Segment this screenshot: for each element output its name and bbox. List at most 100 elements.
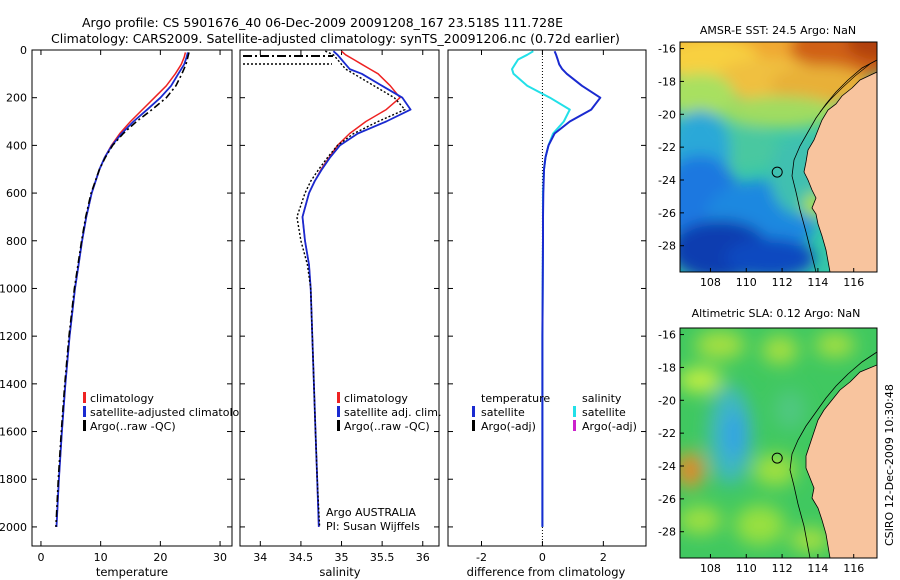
- legend-text-temperature-argo: Argo(-adj): [481, 420, 536, 433]
- sst-map-ticks: 108 110 112 114 116 -16 -18 -20 -22 -24 -26 -28: [658, 43, 864, 289]
- temperature-series: [55, 52, 190, 527]
- side-timestamp-label: CSIRO 12-Dec-2009 10:30:48: [883, 384, 896, 546]
- difference-xtick-label: -2: [476, 551, 487, 564]
- legend-marker-temperature-satellite: [472, 406, 475, 417]
- legend-marker-temperature-argo: [472, 420, 475, 431]
- sst-map-ytick-label: -28: [658, 240, 676, 253]
- temperature-xlabel: temperature: [96, 565, 168, 579]
- legend-marker-argo: [337, 420, 340, 431]
- legend-marker-satellite: [83, 406, 86, 417]
- sla-map-panel: Altimetric SLA: 0.12 Argo: NaN: [658, 307, 878, 575]
- depth-tick-label: 1200: [0, 330, 27, 343]
- depth-tick-label: 1800: [0, 473, 27, 486]
- temperature-ticks: 0 10 20 30 0 200 400 600 800 1000 1200 1400 1600 1800…: [0, 44, 232, 564]
- sla-map-ytick-label: -22: [658, 427, 676, 440]
- sla-map-title: Altimetric SLA: 0.12 Argo: NaN: [692, 307, 861, 320]
- legend-marker-climatology: [83, 392, 86, 403]
- legend-marker-salinity-satellite: [573, 406, 576, 417]
- sst-map-frame: [679, 41, 878, 273]
- salinity-annotation-line2: PI: Susan Wijffels: [326, 520, 420, 533]
- legend-text-climatology: climatology: [344, 392, 408, 405]
- sla-land: [805, 364, 877, 558]
- depth-tick-label: 600: [6, 187, 27, 200]
- legend-text-salinity-satellite: satellite: [582, 406, 626, 419]
- difference-legend: temperature salinity satellite Argo(-adj…: [472, 392, 637, 433]
- sst-map-ytick-label: -24: [658, 174, 676, 187]
- sla-shelf-contour: [789, 351, 877, 558]
- legend-text-satellite: satellite adj. clim.: [344, 406, 441, 419]
- legend-text-salinity-argo: Argo(-adj): [582, 420, 637, 433]
- sst-map-panel: AMSR-E SST: 24.5 Argo: NaN: [658, 24, 878, 289]
- temperature-panel: 0 10 20 30 0 200 400 600 800 1000 1200 1400 1600 1800…: [0, 44, 253, 579]
- sst-argo-position-marker: [771, 166, 783, 178]
- sla-map-ytick-label: -24: [658, 460, 676, 473]
- salinity-xtick-label: 35.5: [370, 551, 395, 564]
- legend-text-climatology: climatology: [90, 392, 154, 405]
- difference-axes-frame: [447, 49, 647, 547]
- legend-marker-argo: [83, 420, 86, 431]
- legend-marker-satellite: [337, 406, 340, 417]
- salinity-axes-frame: [239, 49, 440, 547]
- sla-map-frame: [679, 327, 878, 559]
- sla-map-xtick-label: 108: [700, 562, 721, 575]
- figure-title-line1: Argo profile: CS 5901676_40 06-Dec-2009 …: [82, 15, 563, 30]
- sst-field: [680, 42, 877, 272]
- legend-text-argo: Argo(..raw -QC): [344, 420, 430, 433]
- difference-xtick-label: 2: [600, 551, 607, 564]
- sst-map-xtick-label: 110: [736, 276, 757, 289]
- salinity-xtick-label: 34: [253, 551, 267, 564]
- sst-map-ytick-label: -16: [658, 43, 676, 56]
- salinity-panel: 34 34.5 35 35.5 36 salinity climatology sate…: [239, 49, 441, 579]
- salinity-xlabel: salinity: [319, 565, 360, 579]
- sst-map-xtick-label: 108: [700, 276, 721, 289]
- temperature-xtick-label: 20: [153, 551, 167, 564]
- salinity-xtick-label: 36: [416, 551, 430, 564]
- temperature-axes-frame: [31, 49, 233, 547]
- depth-tick-label: 1000: [0, 282, 27, 295]
- temperature-xtick-label: 10: [94, 551, 108, 564]
- figure-title-line2: Climatology: CARS2009. Satellite-adjuste…: [51, 31, 620, 46]
- sst-map-title: AMSR-E SST: 24.5 Argo: NaN: [700, 24, 856, 37]
- sst-map-xtick-label: 116: [843, 276, 864, 289]
- sla-map-ytick-label: -26: [658, 493, 676, 506]
- legend-text-satellite: satellite-adjusted climatology: [90, 406, 253, 419]
- difference-xtick-label: 0: [539, 551, 546, 564]
- temperature-xtick-label: 30: [213, 551, 227, 564]
- salinity-xtick-label: 35: [335, 551, 349, 564]
- sst-map-xtick-label: 114: [807, 276, 828, 289]
- difference-panel: -2 0 2 difference from climatology tempera…: [447, 49, 647, 579]
- sst-map-xtick-label: 112: [772, 276, 793, 289]
- sst-shelf-contour-2: [819, 63, 871, 113]
- depth-tick-label: 200: [6, 92, 27, 105]
- legend-title-temperature: temperature: [481, 392, 550, 405]
- sla-map-xtick-label: 114: [807, 562, 828, 575]
- depth-tick-label: 1600: [0, 426, 27, 439]
- salinity-series: [296, 50, 412, 527]
- sst-map-ytick-label: -22: [658, 141, 676, 154]
- sla-map-ytick-label: -28: [658, 526, 676, 539]
- sst-map-ytick-label: -26: [658, 207, 676, 220]
- difference-ticks: -2 0 2: [448, 49, 646, 564]
- salinity-annotation-line1: Argo AUSTRALIA: [326, 506, 416, 519]
- legend-marker-salinity-argo: [573, 420, 576, 431]
- depth-tick-label: 2000: [0, 521, 27, 534]
- sst-map-ytick-label: -18: [658, 75, 676, 88]
- temperature-satellite-line: [55, 52, 189, 527]
- sla-map-ytick-label: -20: [658, 394, 676, 407]
- sla-map-xtick-label: 112: [772, 562, 793, 575]
- depth-tick-label: 800: [6, 235, 27, 248]
- temperature-legend: climatology satellite-adjusted climatolo…: [83, 392, 253, 433]
- temperature-xtick-label: 0: [37, 551, 44, 564]
- difference-temperature-satellite-line: [541, 50, 602, 527]
- sla-argo-position-marker: [771, 452, 783, 464]
- depth-tick-label: 400: [6, 139, 27, 152]
- depth-tick-label: 0: [20, 44, 27, 57]
- sst-map-ytick-label: -20: [658, 108, 676, 121]
- salinity-legend: climatology satellite adj. clim. Argo(..…: [337, 392, 441, 433]
- legend-text-argo: Argo(..raw -QC): [90, 420, 176, 433]
- sla-map-ticks: 108 110 112 114 116 -16 -18 -20 -22 -24 -26 -28: [658, 329, 864, 575]
- salinity-ticks: 34 34.5 35 35.5 36: [240, 49, 439, 564]
- sla-map-xtick-label: 116: [843, 562, 864, 575]
- sla-field: [680, 328, 877, 558]
